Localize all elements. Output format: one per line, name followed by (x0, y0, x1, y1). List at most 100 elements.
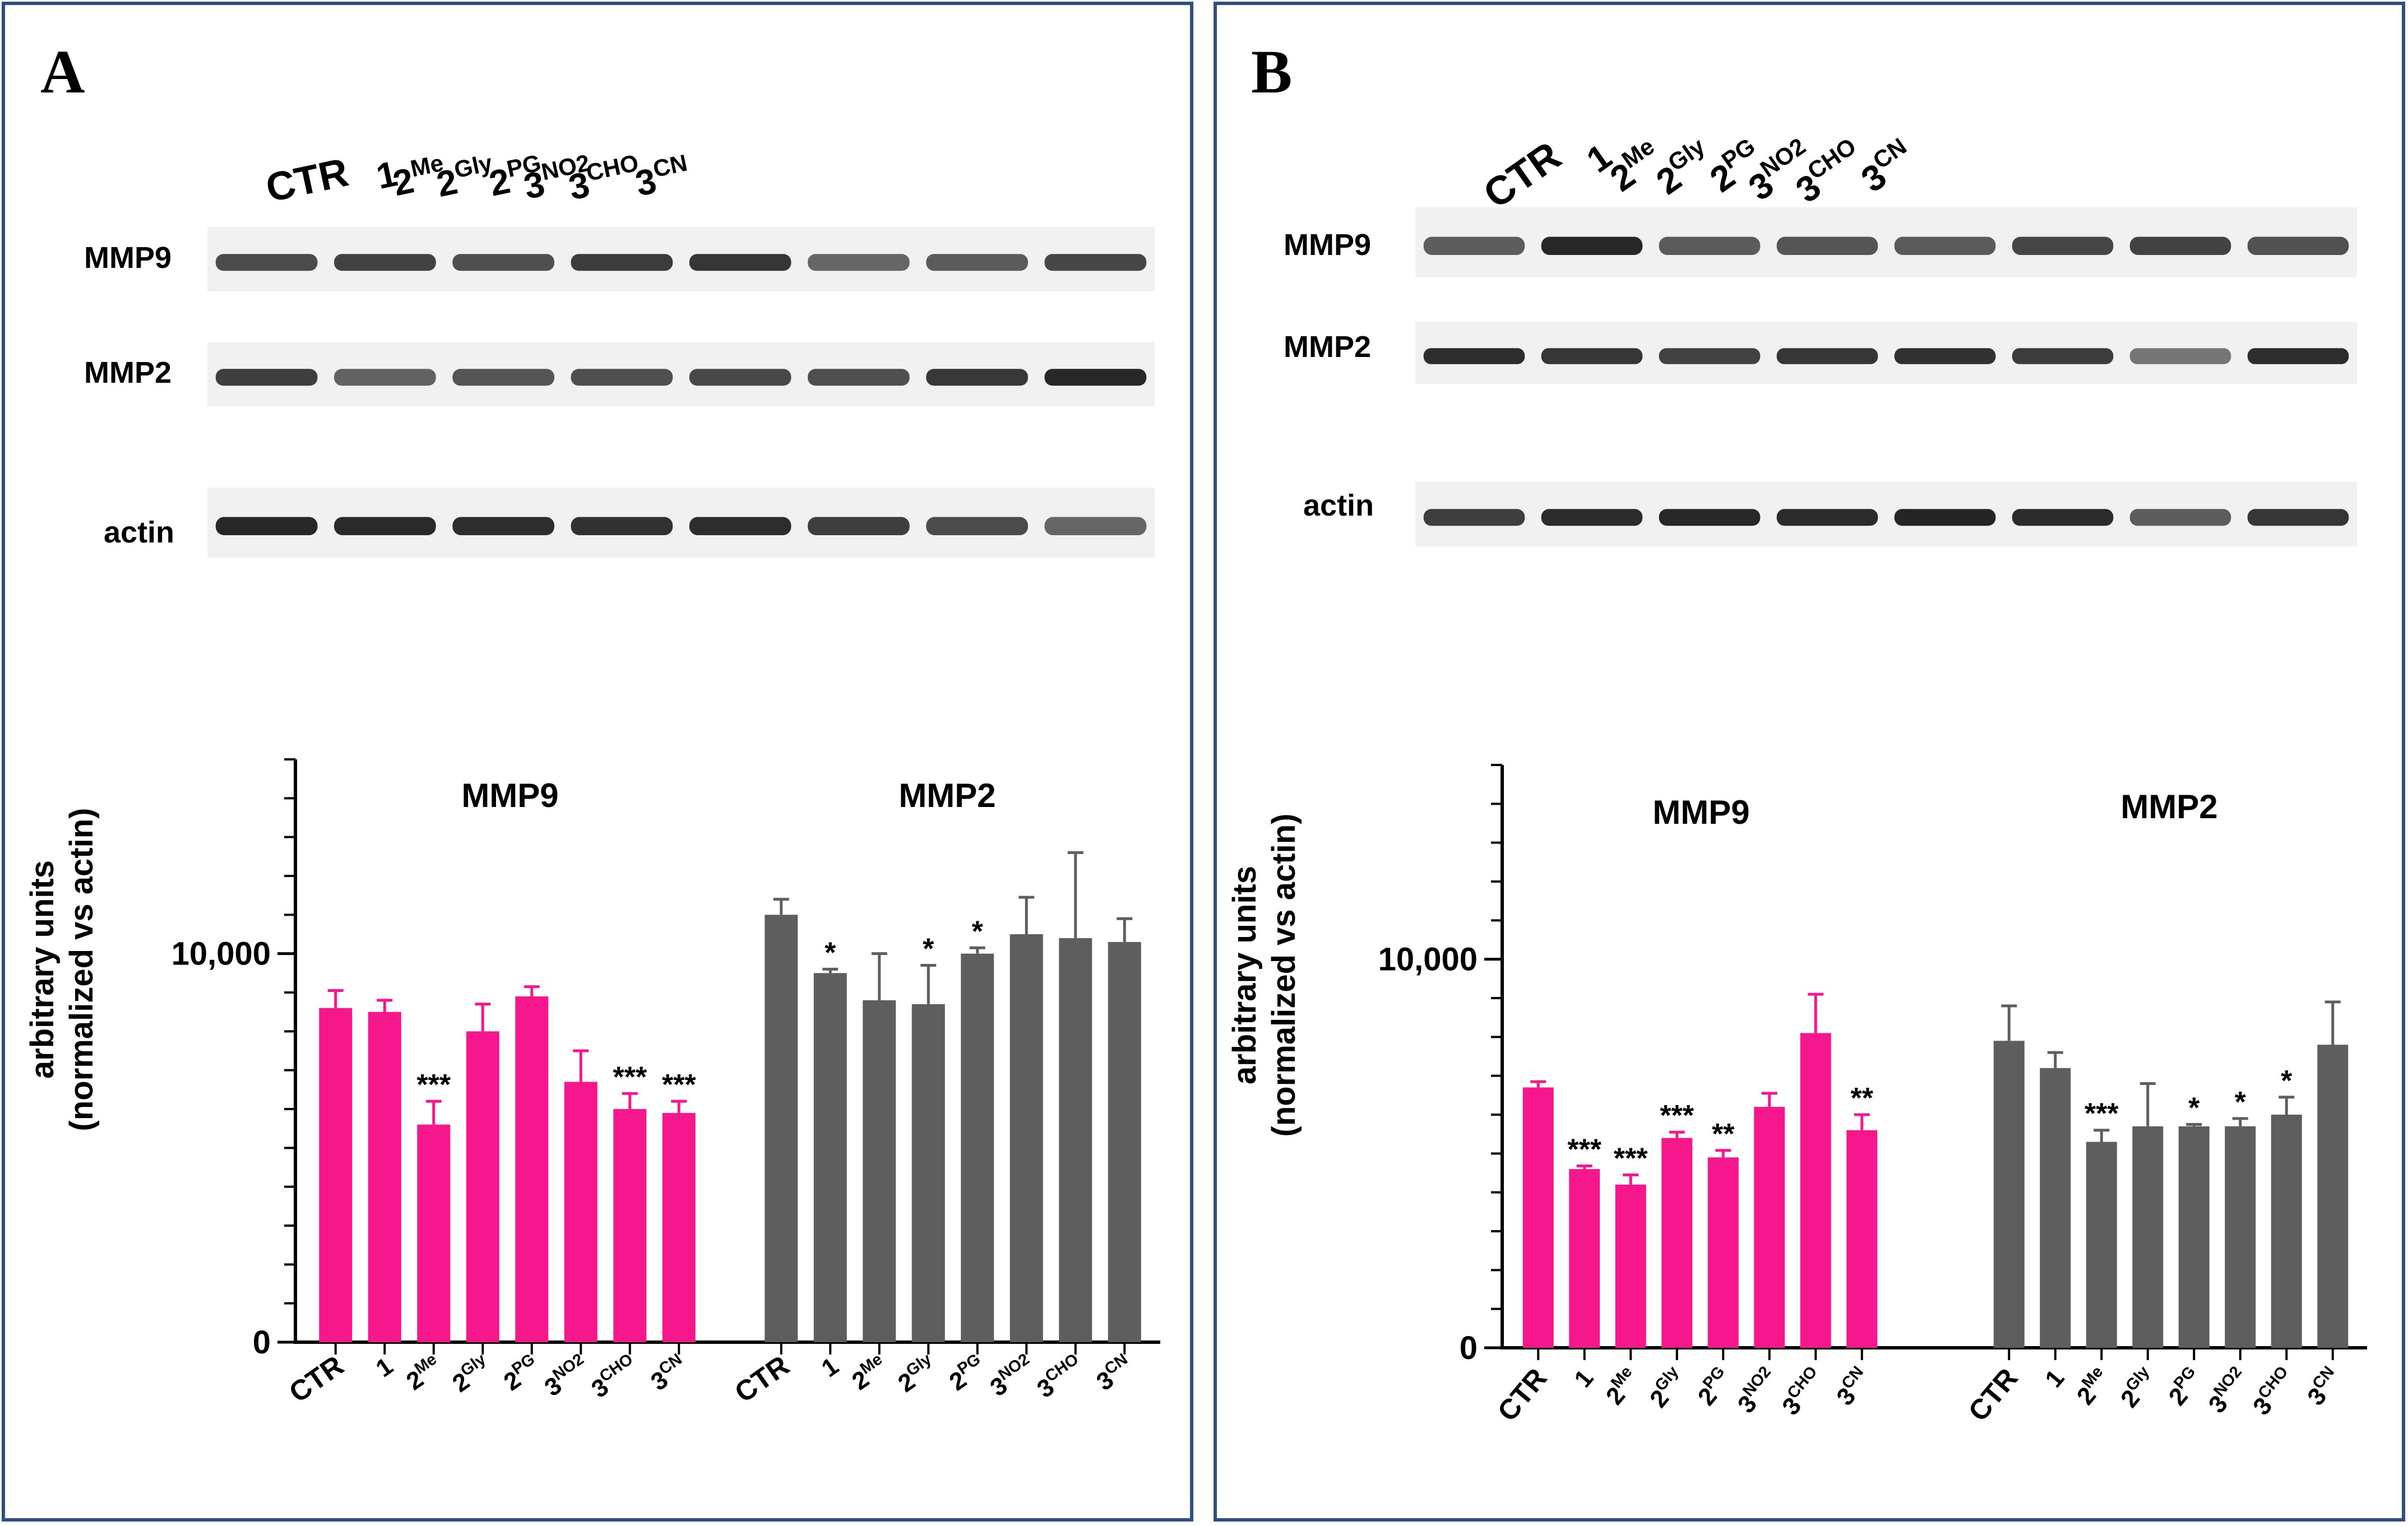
panel-b-letter: B (1251, 38, 1292, 106)
panel-b-significance-label: *** (1660, 1100, 1694, 1132)
panel-b-x-tick-label: 2Gly (1643, 1363, 1692, 1413)
panel-a-blot-band (689, 517, 791, 535)
panel-a-x-tick-label: 2Gly (892, 1350, 942, 1398)
panel-b-mmp2-bar (2086, 1142, 2117, 1348)
panel-a-blot-lane-label: CTR (262, 150, 353, 211)
panel-b-x-tick-label: 1 (2040, 1365, 2069, 1393)
panel-b-mmp9-bar (1707, 1157, 1739, 1348)
panel-a-mmp9-bar (319, 1008, 353, 1342)
panel-b-mmp2-bar (2178, 1126, 2210, 1348)
panel-a-blot-band (571, 369, 673, 386)
panel-a-x-tick-label: 3CHO (585, 1350, 643, 1403)
panel-a-y-axis-label: arbitrary units (24, 860, 61, 1079)
panel-a-blot-row-label: MMP2 (84, 356, 172, 389)
panel-b-significance-label: *** (1567, 1134, 1601, 1166)
panel-a-blot-band (689, 254, 791, 271)
panel-a-mmp2-bar (961, 953, 994, 1342)
panel-b-mmp9-bar (1569, 1169, 1600, 1348)
panel-b-blot-band (1423, 236, 1525, 255)
panel-a-x-tick-label: CTR (283, 1349, 349, 1408)
panel-b-blot-band (1659, 509, 1761, 526)
panel-b-blot-band (2247, 348, 2349, 364)
panel-a-blot-band (926, 254, 1028, 271)
panel-b-blot-row-label: MMP2 (1284, 330, 1371, 364)
panel-b-blot-row-label: MMP9 (1284, 228, 1371, 262)
panel-a-blot-band (334, 254, 436, 271)
panel-b-x-tick-label: 3NO2 (2201, 1363, 2254, 1418)
panel-b-significance-label: ** (1851, 1082, 1874, 1115)
panel-a-mmp2-bar (911, 1004, 945, 1342)
panel-b-mmp2-bar (2271, 1115, 2302, 1348)
panel-b-significance-label: ** (1712, 1118, 1735, 1151)
panel-a-y-tick-label: 10,000 (172, 936, 271, 972)
panel-b-x-tick-label: 3CHO (2246, 1363, 2301, 1421)
panel-a-blot-band (1044, 517, 1147, 535)
panel-a-significance-label: *** (613, 1061, 647, 1093)
panel-b-blot-band (2012, 236, 2114, 255)
panel-b-blot-band (1541, 509, 1643, 526)
panel-b-blot-band (1894, 348, 1996, 364)
panel-a-y-tick-label: 0 (253, 1324, 271, 1361)
panel-b-mmp2-bar (2317, 1045, 2349, 1348)
panel-a-mmp9-bar (417, 1124, 451, 1342)
panel-a-blot-band (926, 517, 1028, 535)
panel-a-x-tick-label: 2PG (497, 1350, 545, 1396)
panel-b-blot-band (1541, 348, 1643, 364)
panel-b-blot-band (2012, 348, 2114, 364)
panel-a-mmp9-bar (515, 996, 549, 1342)
panel-b-y-axis-label-2: (normalized vs actin) (1266, 814, 1302, 1137)
panel-b-mmp9-series-title: MMP9 (1652, 794, 1749, 831)
panel-b-mmp2-series-title: MMP2 (2120, 788, 2217, 825)
panel-b-mmp2-bar (1993, 1041, 2025, 1348)
panel-a-blot-band (452, 254, 554, 271)
panel-b-significance-label: * (2188, 1092, 2200, 1124)
panel-a-x-tick-label: 1 (817, 1352, 844, 1383)
panel-a-blot-band (215, 254, 318, 271)
panel-a-x-tick-label: 1 (371, 1352, 398, 1383)
panel-a-mmp9-bar (662, 1112, 696, 1342)
panel-a-significance-label: *** (662, 1069, 696, 1101)
panel-a-mmp2-bar (863, 1000, 896, 1342)
panel-a-x-tick-label: 3NO2 (984, 1350, 1040, 1402)
panel-b-x-tick-label: 1 (1569, 1365, 1599, 1393)
panel-b-mmp9-bar (1846, 1130, 1878, 1348)
panel-a-blot-band (215, 369, 318, 386)
panel-a-mmp9-bar (564, 1082, 598, 1342)
panel-b-blot-row-label: actin (1303, 489, 1374, 522)
panel-b-blot-band (1894, 509, 1996, 526)
panel-b-significance-label: *** (2085, 1098, 2119, 1130)
panel-a-x-tick-label: 3CN (1090, 1350, 1138, 1396)
panel-a-blot-band (689, 369, 791, 386)
panel-b-blot-band (1423, 509, 1525, 526)
panel-b-frame (1214, 2, 2405, 1522)
panel-b-x-tick-label: 2Gly (2114, 1363, 2162, 1413)
panel-a-blot-band (808, 517, 910, 535)
panel-a-blot-lane-label: 3CN (631, 150, 693, 204)
panel-b-blot-band (2247, 509, 2349, 526)
panel-a-blot-band (1044, 254, 1147, 271)
panel-b-blot-band (2012, 509, 2114, 526)
panel-b-significance-label: * (2235, 1086, 2247, 1119)
panel-b-x-tick-label: 3CHO (1775, 1363, 1830, 1421)
panel-a-x-tick-label: 2PG (943, 1350, 990, 1396)
panel-b-x-tick-label: 2Me (2069, 1363, 2116, 1410)
panel-b-blot-band (2247, 236, 2349, 255)
panel-a-blot-band (1044, 369, 1147, 386)
panel-a-blot-band (334, 517, 436, 535)
panel-a-mmp9-bar (466, 1031, 499, 1342)
panel-a-x-tick-label: 2Gly (446, 1350, 496, 1398)
panel-a-blot-band (808, 254, 910, 271)
panel-b-blot-band (2129, 509, 2231, 526)
panel-b-mmp2-bar (2040, 1068, 2071, 1348)
panel-a-blot-band (926, 369, 1028, 386)
panel-a-mmp2-bar (1009, 934, 1043, 1342)
panel-b-mmp9-bar (1800, 1033, 1831, 1348)
panel-a-blot-band (452, 369, 554, 386)
panel-b-blot-band (1776, 509, 1878, 526)
panel-b-blot-band (1659, 348, 1761, 364)
panel-b-y-axis-label: arbitrary units (1226, 866, 1263, 1084)
panel-b-bar-chart: MMP9 MMP2 arbitrary units (normalized vs… (1226, 764, 2367, 1427)
panel-a-significance-label: * (972, 915, 984, 948)
